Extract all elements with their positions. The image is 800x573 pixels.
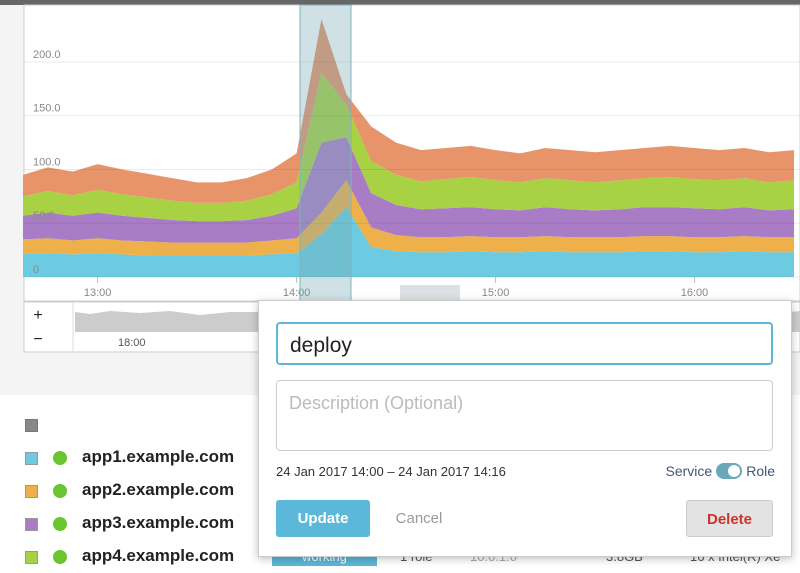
x-tick-label: 15:00	[482, 287, 510, 299]
toggle-label: Service	[665, 463, 713, 479]
host-row: app3.example.com	[0, 510, 800, 540]
checkbox[interactable]	[25, 452, 38, 465]
checkbox[interactable]	[25, 518, 38, 531]
area	[23, 180, 795, 256]
status-dot	[53, 550, 67, 564]
time-range: 24 Jan 2017 14:00 – 24 Jan 2017 14:16	[276, 464, 506, 479]
status-dot	[53, 517, 67, 531]
y-tick-label: 50.0	[33, 210, 54, 222]
host-row	[0, 411, 800, 441]
top-bar	[0, 0, 800, 5]
area	[23, 19, 795, 203]
area	[23, 207, 795, 277]
annotation-dialog: deploy Description (Optional) 24 Jan 201…	[258, 300, 792, 557]
navigator-area	[75, 311, 258, 332]
title-input[interactable]: deploy	[276, 322, 773, 365]
toggle-label: Role	[746, 463, 775, 479]
scroll-handle	[400, 285, 460, 301]
update-button[interactable]: Update	[276, 500, 370, 537]
x-tick-label: 14:00	[283, 287, 311, 299]
toggle-switch[interactable]	[716, 463, 743, 479]
host-row: app2.example.com	[0, 477, 800, 507]
scope-toggle: Service Role	[666, 463, 775, 479]
delete-button[interactable]: Delete	[686, 500, 773, 537]
navigator-tick: 18:00	[118, 337, 146, 349]
navigator-area	[790, 311, 800, 332]
checkbox[interactable]	[25, 419, 38, 432]
y-tick-label: 0	[33, 264, 39, 276]
zoom-in[interactable]: +	[33, 307, 42, 324]
selection	[299, 4, 352, 302]
host-name[interactable]: app3.example.com	[82, 513, 235, 532]
cancel-button[interactable]: Cancel	[395, 510, 443, 527]
zoom-out[interactable]: −	[33, 331, 42, 348]
description-input[interactable]: Description (Optional)	[276, 380, 773, 451]
host-name[interactable]: app1.example.com	[82, 447, 235, 466]
y-tick-label: 100.0	[33, 156, 61, 168]
x-tick-label: 13:00	[84, 287, 112, 299]
host-name[interactable]: app4.example.com	[82, 546, 235, 565]
area	[23, 137, 795, 243]
status-dot	[53, 484, 67, 498]
x-tick-label: 16:00	[681, 287, 709, 299]
y-tick-label: 200.0	[33, 49, 61, 61]
host-name[interactable]: app2.example.com	[82, 480, 235, 499]
status-dot	[53, 451, 67, 465]
y-tick-label: 150.0	[33, 103, 61, 115]
host-row: app1.example.com	[0, 444, 800, 474]
area	[23, 72, 795, 222]
checkbox[interactable]	[25, 551, 38, 564]
checkbox[interactable]	[25, 485, 38, 498]
